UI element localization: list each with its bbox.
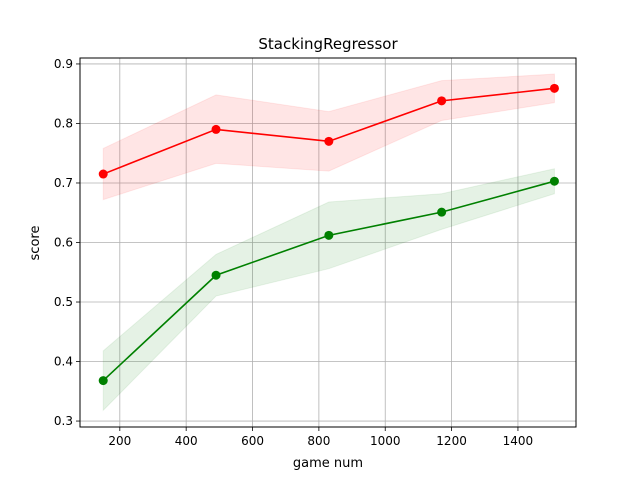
series-1-point [324,230,334,240]
series-1-point [549,176,559,186]
axis-ticks: 200 400 600 800 1000 1200 1400 0.3 0.4 0.5 0.6 0.7 0… [54,57,533,448]
y-tick-label: 0.6 [54,236,73,250]
y-tick-label: 0.8 [54,116,73,130]
series-0-point [437,96,447,106]
x-tick-label: 800 [307,434,330,448]
y-tick-label: 0.7 [54,176,73,190]
y-tick-label: 0.4 [54,355,73,369]
series-0-point [211,124,221,134]
x-tick-label: 1200 [436,434,467,448]
x-tick-label: 400 [175,434,198,448]
y-tick-label: 0.9 [54,57,73,71]
x-axis-label: game num [293,456,363,471]
series-0-point [549,83,559,93]
x-tick-label: 200 [108,434,131,448]
data-points [98,83,559,386]
y-axis-label: score [28,226,43,261]
y-tick-label: 0.5 [54,295,73,309]
series-1-point [98,376,108,386]
series-1-band [102,168,555,412]
series-0-point [324,136,334,146]
x-tick-label: 600 [241,434,264,448]
series-1-point [211,270,221,280]
x-tick-label: 1400 [503,434,534,448]
series-0-point [98,169,108,179]
x-tick-label: 1000 [370,434,401,448]
grid [80,58,576,427]
series-1-point [437,207,447,217]
chart-title: StackingRegressor [258,35,398,53]
y-tick-label: 0.3 [54,414,73,428]
